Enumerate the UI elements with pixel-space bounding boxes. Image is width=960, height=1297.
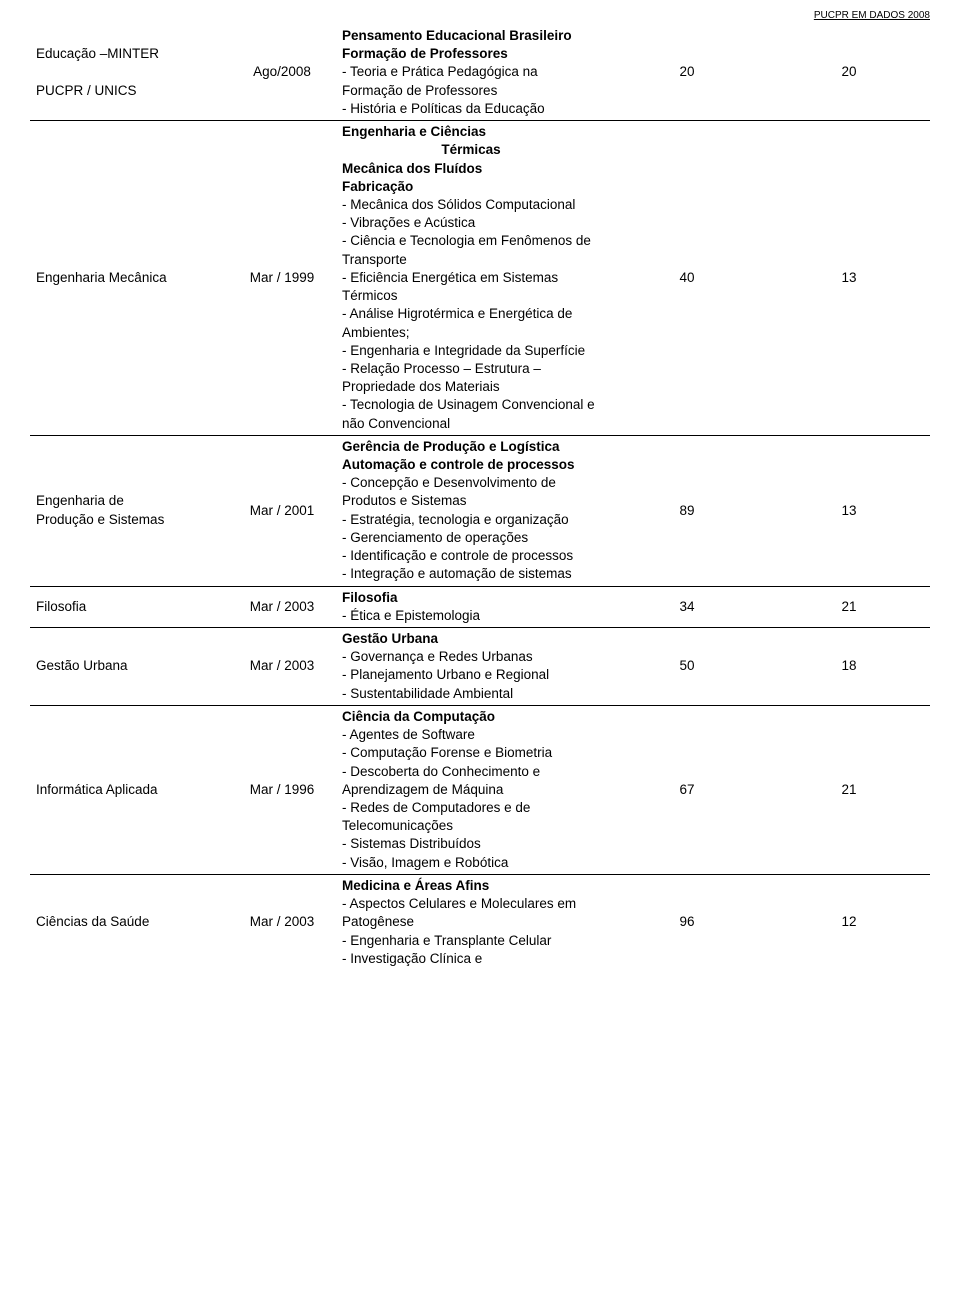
description-heading: Formação de Professores xyxy=(342,45,600,63)
description-item: - Governança e Redes Urbanas xyxy=(342,648,600,666)
description-heading: Filosofia xyxy=(342,589,600,607)
description-heading: Engenharia e Ciências xyxy=(342,123,600,141)
program-name-line: Informática Aplicada xyxy=(36,781,222,799)
program-name-cell: Educação –MINTER PUCPR / UNICS xyxy=(30,25,228,121)
program-value-2: 20 xyxy=(768,25,930,121)
table-row: Informática AplicadaMar / 1996Ciência da… xyxy=(30,705,930,874)
description-item: - Visão, Imagem e Robótica xyxy=(342,854,600,872)
program-name-line: Filosofia xyxy=(36,598,222,616)
program-date-cell: Mar / 2003 xyxy=(228,628,336,706)
description-item: - Sistemas Distribuídos xyxy=(342,835,600,853)
description-item: - Planejamento Urbano e Regional xyxy=(342,666,600,684)
program-value-2: 13 xyxy=(768,121,930,436)
description-item: - Redes de Computadores e de Telecomunic… xyxy=(342,799,600,835)
table-row: Engenharia deProdução e SistemasMar / 20… xyxy=(30,435,930,586)
description-heading: Térmicas xyxy=(342,141,600,159)
description-item: - Integração e automação de sistemas xyxy=(342,565,600,583)
program-description-cell: Pensamento Educacional BrasileiroFormaçã… xyxy=(336,25,606,121)
description-item: - Estratégia, tecnologia e organização xyxy=(342,511,600,529)
program-date-cell: Mar / 2001 xyxy=(228,435,336,586)
program-description-cell: Gerência de Produção e LogísticaAutomaçã… xyxy=(336,435,606,586)
program-name-line: Engenharia Mecânica xyxy=(36,269,222,287)
description-item: - Identificação e controle de processos xyxy=(342,547,600,565)
program-value-2: 18 xyxy=(768,628,930,706)
description-item: - Teoria e Prática Pedagógica na Formaçã… xyxy=(342,63,600,99)
program-name-cell: Engenharia Mecânica xyxy=(30,121,228,436)
description-heading: Ciência da Computação xyxy=(342,708,600,726)
program-value-1: 20 xyxy=(606,25,768,121)
description-item: - Aspectos Celulares e Moleculares em Pa… xyxy=(342,895,600,931)
description-heading: Automação e controle de processos xyxy=(342,456,600,474)
table-row: Gestão UrbanaMar / 2003Gestão Urbana- Go… xyxy=(30,628,930,706)
program-name-line: Produção e Sistemas xyxy=(36,511,222,529)
program-description-cell: Medicina e Áreas Afins- Aspectos Celular… xyxy=(336,874,606,970)
page-header-right: PUCPR EM DADOS 2008 xyxy=(30,10,930,21)
program-name-line: PUCPR / UNICS xyxy=(36,82,222,100)
description-heading: Medicina e Áreas Afins xyxy=(342,877,600,895)
program-value-2: 21 xyxy=(768,705,930,874)
description-item: - Agentes de Software xyxy=(342,726,600,744)
program-name-line: Educação –MINTER xyxy=(36,45,222,63)
program-description-cell: Gestão Urbana- Governança e Redes Urbana… xyxy=(336,628,606,706)
description-item: - Eficiência Energética em Sistemas Térm… xyxy=(342,269,600,305)
table-row: FilosofiaMar / 2003Filosofia- Ética e Ep… xyxy=(30,586,930,627)
program-date-cell: Mar / 2003 xyxy=(228,586,336,627)
description-item: - Mecânica dos Sólidos Computacional xyxy=(342,196,600,214)
program-value-1: 34 xyxy=(606,586,768,627)
program-name-line xyxy=(36,63,222,81)
description-heading: Mecânica dos Fluídos xyxy=(342,160,600,178)
description-item: - Investigação Clínica e xyxy=(342,950,600,968)
description-heading: Gerência de Produção e Logística xyxy=(342,438,600,456)
description-item: - Computação Forense e Biometria xyxy=(342,744,600,762)
description-item: - Análise Higrotérmica e Energética de A… xyxy=(342,305,600,341)
program-name-line: Ciências da Saúde xyxy=(36,913,222,931)
program-date-cell: Ago/2008 xyxy=(228,25,336,121)
program-date-cell: Mar / 2003 xyxy=(228,874,336,970)
program-value-2: 13 xyxy=(768,435,930,586)
program-name-line: Engenharia de xyxy=(36,492,222,510)
table-row: Educação –MINTER PUCPR / UNICSAgo/2008Pe… xyxy=(30,25,930,121)
program-value-2: 12 xyxy=(768,874,930,970)
program-name-cell: Gestão Urbana xyxy=(30,628,228,706)
program-date-cell: Mar / 1996 xyxy=(228,705,336,874)
program-value-1: 96 xyxy=(606,874,768,970)
program-value-2: 21 xyxy=(768,586,930,627)
description-item: - Ciência e Tecnologia em Fenômenos de T… xyxy=(342,232,600,268)
description-item: - Engenharia e Transplante Celular xyxy=(342,932,600,950)
program-value-1: 50 xyxy=(606,628,768,706)
description-heading: Pensamento Educacional Brasileiro xyxy=(342,27,600,45)
program-value-1: 89 xyxy=(606,435,768,586)
description-item: - Relação Processo – Estrutura – Proprie… xyxy=(342,360,600,396)
table-row: Engenharia MecânicaMar / 1999Engenharia … xyxy=(30,121,930,436)
table-row: Ciências da SaúdeMar / 2003Medicina e Ár… xyxy=(30,874,930,970)
description-heading: Gestão Urbana xyxy=(342,630,600,648)
description-item: - Descoberta do Conhecimento e Aprendiza… xyxy=(342,763,600,799)
description-item: - Engenharia e Integridade da Superfície xyxy=(342,342,600,360)
program-value-1: 67 xyxy=(606,705,768,874)
description-item: - Tecnologia de Usinagem Convencional e … xyxy=(342,396,600,432)
program-description-cell: Ciência da Computação- Agentes de Softwa… xyxy=(336,705,606,874)
program-name-cell: Filosofia xyxy=(30,586,228,627)
program-name-cell: Ciências da Saúde xyxy=(30,874,228,970)
description-item: - Vibrações e Acústica xyxy=(342,214,600,232)
program-name-line: Gestão Urbana xyxy=(36,657,222,675)
program-description-cell: Engenharia e CiênciasTérmicasMecânica do… xyxy=(336,121,606,436)
program-value-1: 40 xyxy=(606,121,768,436)
description-item: - Sustentabilidade Ambiental xyxy=(342,685,600,703)
programs-table: Educação –MINTER PUCPR / UNICSAgo/2008Pe… xyxy=(30,25,930,970)
program-name-cell: Informática Aplicada xyxy=(30,705,228,874)
program-description-cell: Filosofia- Ética e Epistemologia xyxy=(336,586,606,627)
description-item: - Ética e Epistemologia xyxy=(342,607,600,625)
description-item: - História e Políticas da Educação xyxy=(342,100,600,118)
description-item: - Concepção e Desenvolvimento de Produto… xyxy=(342,474,600,510)
description-heading: Fabricação xyxy=(342,178,600,196)
program-date-cell: Mar / 1999 xyxy=(228,121,336,436)
description-item: - Gerenciamento de operações xyxy=(342,529,600,547)
program-name-cell: Engenharia deProdução e Sistemas xyxy=(30,435,228,586)
